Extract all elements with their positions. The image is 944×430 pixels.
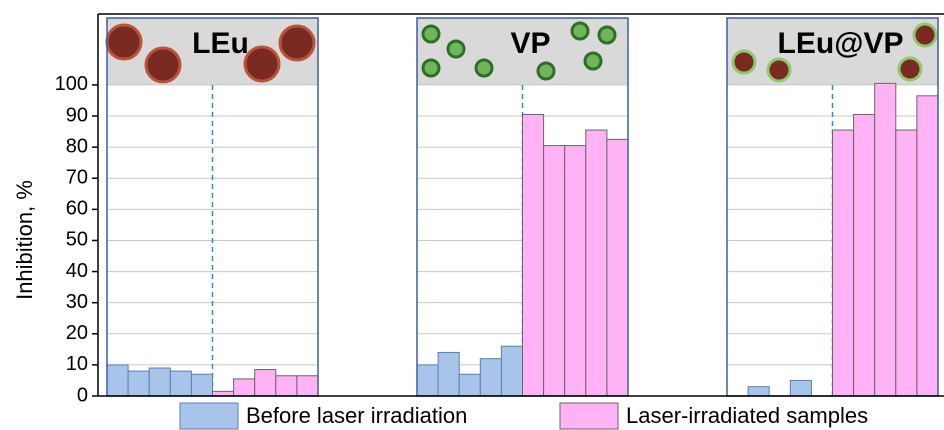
legend-swatch	[180, 403, 238, 429]
particle-icon	[914, 24, 936, 46]
bar	[875, 83, 896, 396]
bar	[586, 130, 607, 396]
y-tick-label: 100	[55, 73, 88, 95]
y-tick-label: 90	[66, 104, 88, 126]
particle-icon	[146, 48, 180, 82]
chart: Inhibition, % LEu VP LEu@VP 0 10 20 30 40 50 60 70…	[0, 0, 944, 430]
particle-icon	[423, 26, 439, 42]
y-tick-label: 70	[66, 167, 88, 189]
bar	[565, 146, 586, 396]
bar	[544, 146, 565, 396]
bar	[748, 387, 769, 396]
bar	[917, 96, 938, 396]
y-axis-label: Inhibition, %	[12, 180, 37, 300]
bar	[128, 371, 149, 396]
y-tick-label: 0	[77, 384, 88, 406]
bar	[480, 359, 501, 396]
bar	[438, 352, 459, 396]
bar	[255, 370, 276, 396]
bar	[107, 365, 128, 396]
legend-swatch	[560, 403, 618, 429]
group-label: LEu	[192, 27, 249, 60]
particle-icon	[768, 59, 790, 81]
particle-icon	[280, 26, 314, 60]
bar	[417, 365, 438, 396]
legend-label: Before laser irradiation	[246, 403, 467, 428]
particle-icon	[599, 27, 615, 43]
group-label: VP	[510, 27, 550, 60]
bar	[149, 368, 170, 396]
bar	[607, 139, 628, 396]
particle-icon	[899, 58, 921, 80]
particle-icon	[448, 41, 464, 57]
particle-icon	[733, 51, 755, 73]
y-tick-label: 20	[66, 322, 88, 344]
y-tick-label: 30	[66, 291, 88, 313]
bar	[854, 114, 875, 396]
group-label: LEu@VP	[778, 27, 904, 60]
particle-icon	[572, 23, 588, 39]
bar	[297, 376, 318, 396]
y-tick-label: 10	[66, 353, 88, 375]
y-tick-label: 80	[66, 135, 88, 157]
bar	[523, 114, 544, 396]
legend-label: Laser-irradiated samples	[626, 403, 868, 428]
bar	[790, 380, 811, 396]
y-tick-label: 40	[66, 260, 88, 282]
bar	[501, 346, 522, 396]
bar	[459, 374, 480, 396]
y-tick-label: 50	[66, 229, 88, 251]
bar	[234, 379, 255, 396]
bar	[191, 374, 212, 396]
bar	[833, 130, 854, 396]
bar	[896, 130, 917, 396]
particle-icon	[476, 60, 492, 76]
particle-icon	[538, 63, 554, 79]
y-tick-label: 60	[66, 198, 88, 220]
bar	[276, 376, 297, 396]
particle-icon	[245, 47, 279, 81]
bar	[170, 371, 191, 396]
particle-icon	[585, 53, 601, 69]
particle-icon	[423, 60, 439, 76]
particle-icon	[107, 25, 141, 59]
